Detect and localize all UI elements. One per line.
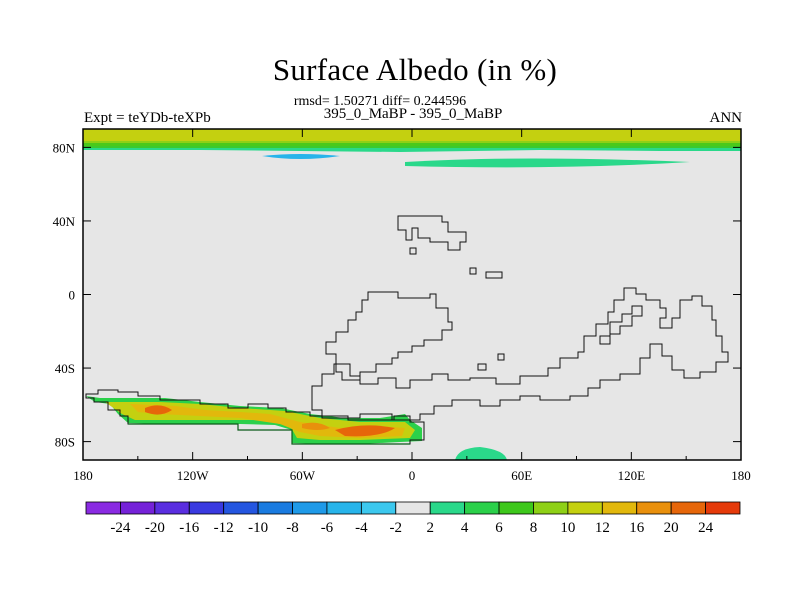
southern-anomaly-red-3 [302,422,330,430]
x-axis: 180 120W 60W 0 60E 120E 180 [73,129,751,483]
chart-subtitle: 395_0_MaBP - 395_0_MaBP [323,106,503,122]
coastline-south [85,389,425,445]
colorbar-swatch [292,501,328,515]
colorbar-label: -20 [145,520,165,536]
colorbar-label: 16 [629,520,645,536]
coastline-east [311,287,729,421]
colorbar-label: -10 [248,520,268,536]
coastline-island [497,353,505,361]
coastline-northern [397,215,467,251]
southern-anomaly-orange [130,404,405,438]
colorbar: -24 -20 -16 -12 -10 -8 -6 -4 -2 2 4 6 8 10 12 16 20 24 [85,501,741,536]
colorbar-label: -24 [110,520,130,536]
colorbar-label: -2 [390,520,403,536]
colorbar-label: -6 [321,520,334,536]
season-label: ANN [709,110,743,126]
y-tick-label: 40S [55,361,75,376]
y-tick-label: 80S [55,435,75,450]
y-tick-label: 40N [53,214,76,229]
arctic-teal-strip [405,158,690,168]
y-tick-label: 0 [69,288,76,303]
colorbar-label: -4 [355,520,368,536]
x-tick-label: 60E [511,468,532,483]
experiment-label: Expt = teYDb-teXPb [84,110,211,126]
colorbar-swatch [257,501,293,515]
antarctic-patch [455,447,507,460]
stats-line: rmsd= 1.50271 diff= 0.244596 [293,94,467,109]
colorbar-label: 8 [530,520,538,536]
colorbar-swatch [601,501,638,515]
colorbar-label: 4 [461,520,469,536]
colorbar-swatch [533,501,569,515]
colorbar-swatch [188,501,225,515]
coastline-central [325,291,453,381]
colorbar-swatch [498,501,534,515]
x-tick-label: 120W [177,468,210,483]
arctic-green-bottom [83,143,741,148]
x-tick-label: 60W [290,468,316,483]
x-tick-label: 180 [73,468,93,483]
y-tick-label: 80N [53,140,76,155]
continent-outlines [85,215,729,445]
coastline-small-2 [469,267,477,275]
colorbar-swatch [360,501,397,515]
colorbar-swatch [705,501,741,515]
colorbar-swatch [429,501,466,515]
arctic-cyan-patch [262,154,340,159]
x-tick-label: 120E [618,468,646,483]
coastline-east-inner [599,305,643,345]
coastline-south-accent [128,423,410,445]
colorbar-label: 20 [664,520,679,536]
colorbar-swatch [154,501,190,515]
x-tick-label: 0 [409,468,416,483]
colorbar-swatch [464,501,500,515]
colorbar-swatch [326,501,362,515]
colorbar-label: -16 [179,520,199,536]
colorbar-swatch [85,501,121,515]
x-tick-label: 180 [731,468,751,483]
south-outline-accent [128,423,410,445]
chart-title: Surface Albedo (in %) [272,52,558,87]
colorbar-swatch [395,501,431,515]
coastline-small-1 [409,247,417,255]
colorbar-label: -12 [214,520,234,536]
coastline-island-2 [477,363,487,371]
colorbar-label: 12 [595,520,610,536]
colorbar-label: 2 [426,520,434,536]
colorbar-label: 10 [560,520,575,536]
southern-anomaly-red-1 [145,405,172,415]
colorbar-label: 24 [698,520,714,536]
colorbar-label: 6 [495,520,503,536]
colorbar-swatch [636,501,672,515]
colorbar-swatch [120,501,156,515]
southern-anomaly-red-2 [335,425,395,437]
colorbar-swatch [223,501,259,515]
y-axis: 80N 40N 0 40S 80S [53,140,741,450]
colorbar-swatch [670,501,706,515]
colorbar-swatch [567,501,603,515]
colorbar-label: -8 [286,520,299,536]
coastline-small-3 [485,271,503,279]
